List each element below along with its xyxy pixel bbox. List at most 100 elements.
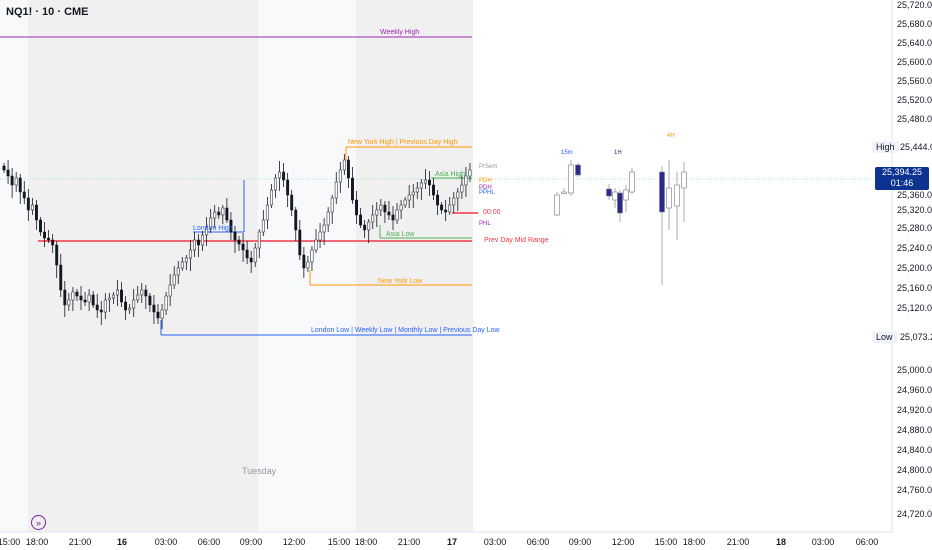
candle-body bbox=[156, 311, 160, 319]
time-tick-label: 12:00 bbox=[282, 537, 306, 547]
time-tick-label: 06:00 bbox=[197, 537, 221, 547]
asia-high-label: Asia High bbox=[435, 171, 465, 178]
high-tag-label: High bbox=[872, 141, 899, 153]
candle-body bbox=[225, 207, 229, 221]
candle-body bbox=[375, 209, 379, 216]
candle-body bbox=[355, 199, 358, 216]
price-tick-label: 25,640.00 bbox=[897, 38, 932, 48]
price-tick-label: 24,840.00 bbox=[897, 445, 932, 455]
price-tick-label: 24,960.00 bbox=[897, 385, 932, 395]
candle-body bbox=[444, 209, 448, 213]
candle-body bbox=[217, 211, 221, 216]
price-tick-label: 25,120.00 bbox=[897, 303, 932, 313]
candle-body bbox=[257, 231, 261, 249]
candle-body bbox=[91, 294, 95, 306]
htf-candle-body bbox=[629, 171, 635, 193]
price-tick-label: 25,720.00 bbox=[897, 0, 932, 10]
htf-label: 1H bbox=[614, 150, 622, 156]
candle-body bbox=[468, 169, 472, 177]
symbol-title[interactable]: NQ1! · 10 · CME bbox=[6, 6, 89, 18]
candle-body bbox=[160, 309, 164, 319]
candle-body bbox=[371, 214, 375, 223]
current-price-tag: 25,394.25 01:46 bbox=[875, 167, 929, 190]
asia-low-label: Asia Low bbox=[386, 231, 415, 238]
htf-candle-body bbox=[612, 191, 618, 201]
htf-candle-body bbox=[554, 194, 560, 216]
candle-body bbox=[245, 249, 249, 259]
price-tick-label: 25,360.00 bbox=[897, 190, 932, 200]
candle-body bbox=[55, 244, 59, 266]
candle-body bbox=[306, 261, 310, 269]
candle-body bbox=[274, 177, 277, 191]
london-low-label: London Low | Weekly Low | Monthly Low | … bbox=[311, 327, 500, 334]
candle-body bbox=[34, 204, 38, 221]
candle-body bbox=[452, 197, 456, 206]
candle-body bbox=[464, 175, 468, 186]
time-tick-label: 18:00 bbox=[682, 537, 706, 547]
candle-body bbox=[338, 169, 342, 183]
candle-body bbox=[39, 219, 42, 233]
htf-candle-body bbox=[606, 188, 612, 197]
candle-body bbox=[188, 249, 192, 259]
candle-body bbox=[351, 177, 354, 201]
candle-body bbox=[221, 207, 225, 216]
candle-body bbox=[314, 239, 318, 251]
candle-body bbox=[290, 194, 294, 211]
time-tick-label: 12:00 bbox=[611, 537, 635, 547]
candle-body bbox=[391, 214, 395, 221]
candle-body bbox=[269, 189, 273, 206]
candle-body bbox=[83, 299, 87, 303]
htf-label: 4H bbox=[667, 133, 675, 139]
candle-body bbox=[47, 237, 51, 241]
candle-body bbox=[229, 219, 233, 233]
price-tick-label: 25,000.00 bbox=[897, 365, 932, 375]
low-tag-value: 25,073.25 bbox=[900, 332, 932, 342]
htf-candle-body bbox=[561, 191, 567, 194]
candle-body bbox=[14, 177, 18, 186]
candle-body bbox=[107, 297, 111, 301]
candle-body bbox=[278, 171, 281, 179]
time-tick-label: 18:00 bbox=[25, 537, 49, 547]
time-tick-label: 21:00 bbox=[726, 537, 750, 547]
candle-body bbox=[415, 187, 419, 193]
candle-body bbox=[111, 294, 115, 299]
time-tick-label: 21:00 bbox=[397, 537, 421, 547]
price-tick-label: 25,600.00 bbox=[897, 57, 932, 67]
candle-body bbox=[367, 221, 371, 231]
candle-body bbox=[326, 211, 330, 226]
prev-day-mid-label: Prev Day Mid Range bbox=[484, 237, 549, 244]
navigate-forward-icon[interactable]: » bbox=[31, 515, 46, 530]
candle-body bbox=[144, 289, 148, 297]
time-tick-label: 03:00 bbox=[811, 537, 835, 547]
candle-body bbox=[197, 239, 200, 246]
candle-body bbox=[136, 294, 140, 301]
mini-level-label: PHL bbox=[479, 221, 491, 227]
candle-body bbox=[79, 295, 83, 301]
candle-body bbox=[330, 197, 334, 213]
mini-level-label: PPHL bbox=[479, 190, 495, 196]
time-tick-label: 21:00 bbox=[68, 537, 92, 547]
candle-body bbox=[87, 294, 91, 303]
candle-body bbox=[75, 291, 79, 297]
candle-body bbox=[298, 229, 302, 256]
time-tick-label: 18 bbox=[775, 537, 787, 547]
candle-body bbox=[261, 219, 265, 233]
price-tick-label: 25,560.00 bbox=[897, 76, 932, 86]
price-tick-label: 25,520.00 bbox=[897, 95, 932, 105]
candle-body bbox=[436, 194, 440, 206]
mini-level-label: PrSem bbox=[479, 164, 498, 170]
price-tick-label: 25,480.00 bbox=[897, 114, 932, 124]
session-shade bbox=[0, 0, 28, 532]
candle-body bbox=[205, 227, 209, 236]
price-tick-label: 25,160.00 bbox=[897, 283, 932, 293]
candle-body bbox=[395, 209, 399, 221]
candle-body bbox=[95, 304, 99, 311]
time-tick-label: 16 bbox=[116, 537, 128, 547]
time-tick-label: 15:00 bbox=[0, 537, 21, 547]
candle-body bbox=[10, 175, 14, 186]
candle-body bbox=[440, 204, 444, 211]
htf-candle-body bbox=[568, 164, 574, 194]
candle-body bbox=[209, 217, 213, 229]
high-tag-value: 25,444.00 bbox=[900, 142, 932, 152]
